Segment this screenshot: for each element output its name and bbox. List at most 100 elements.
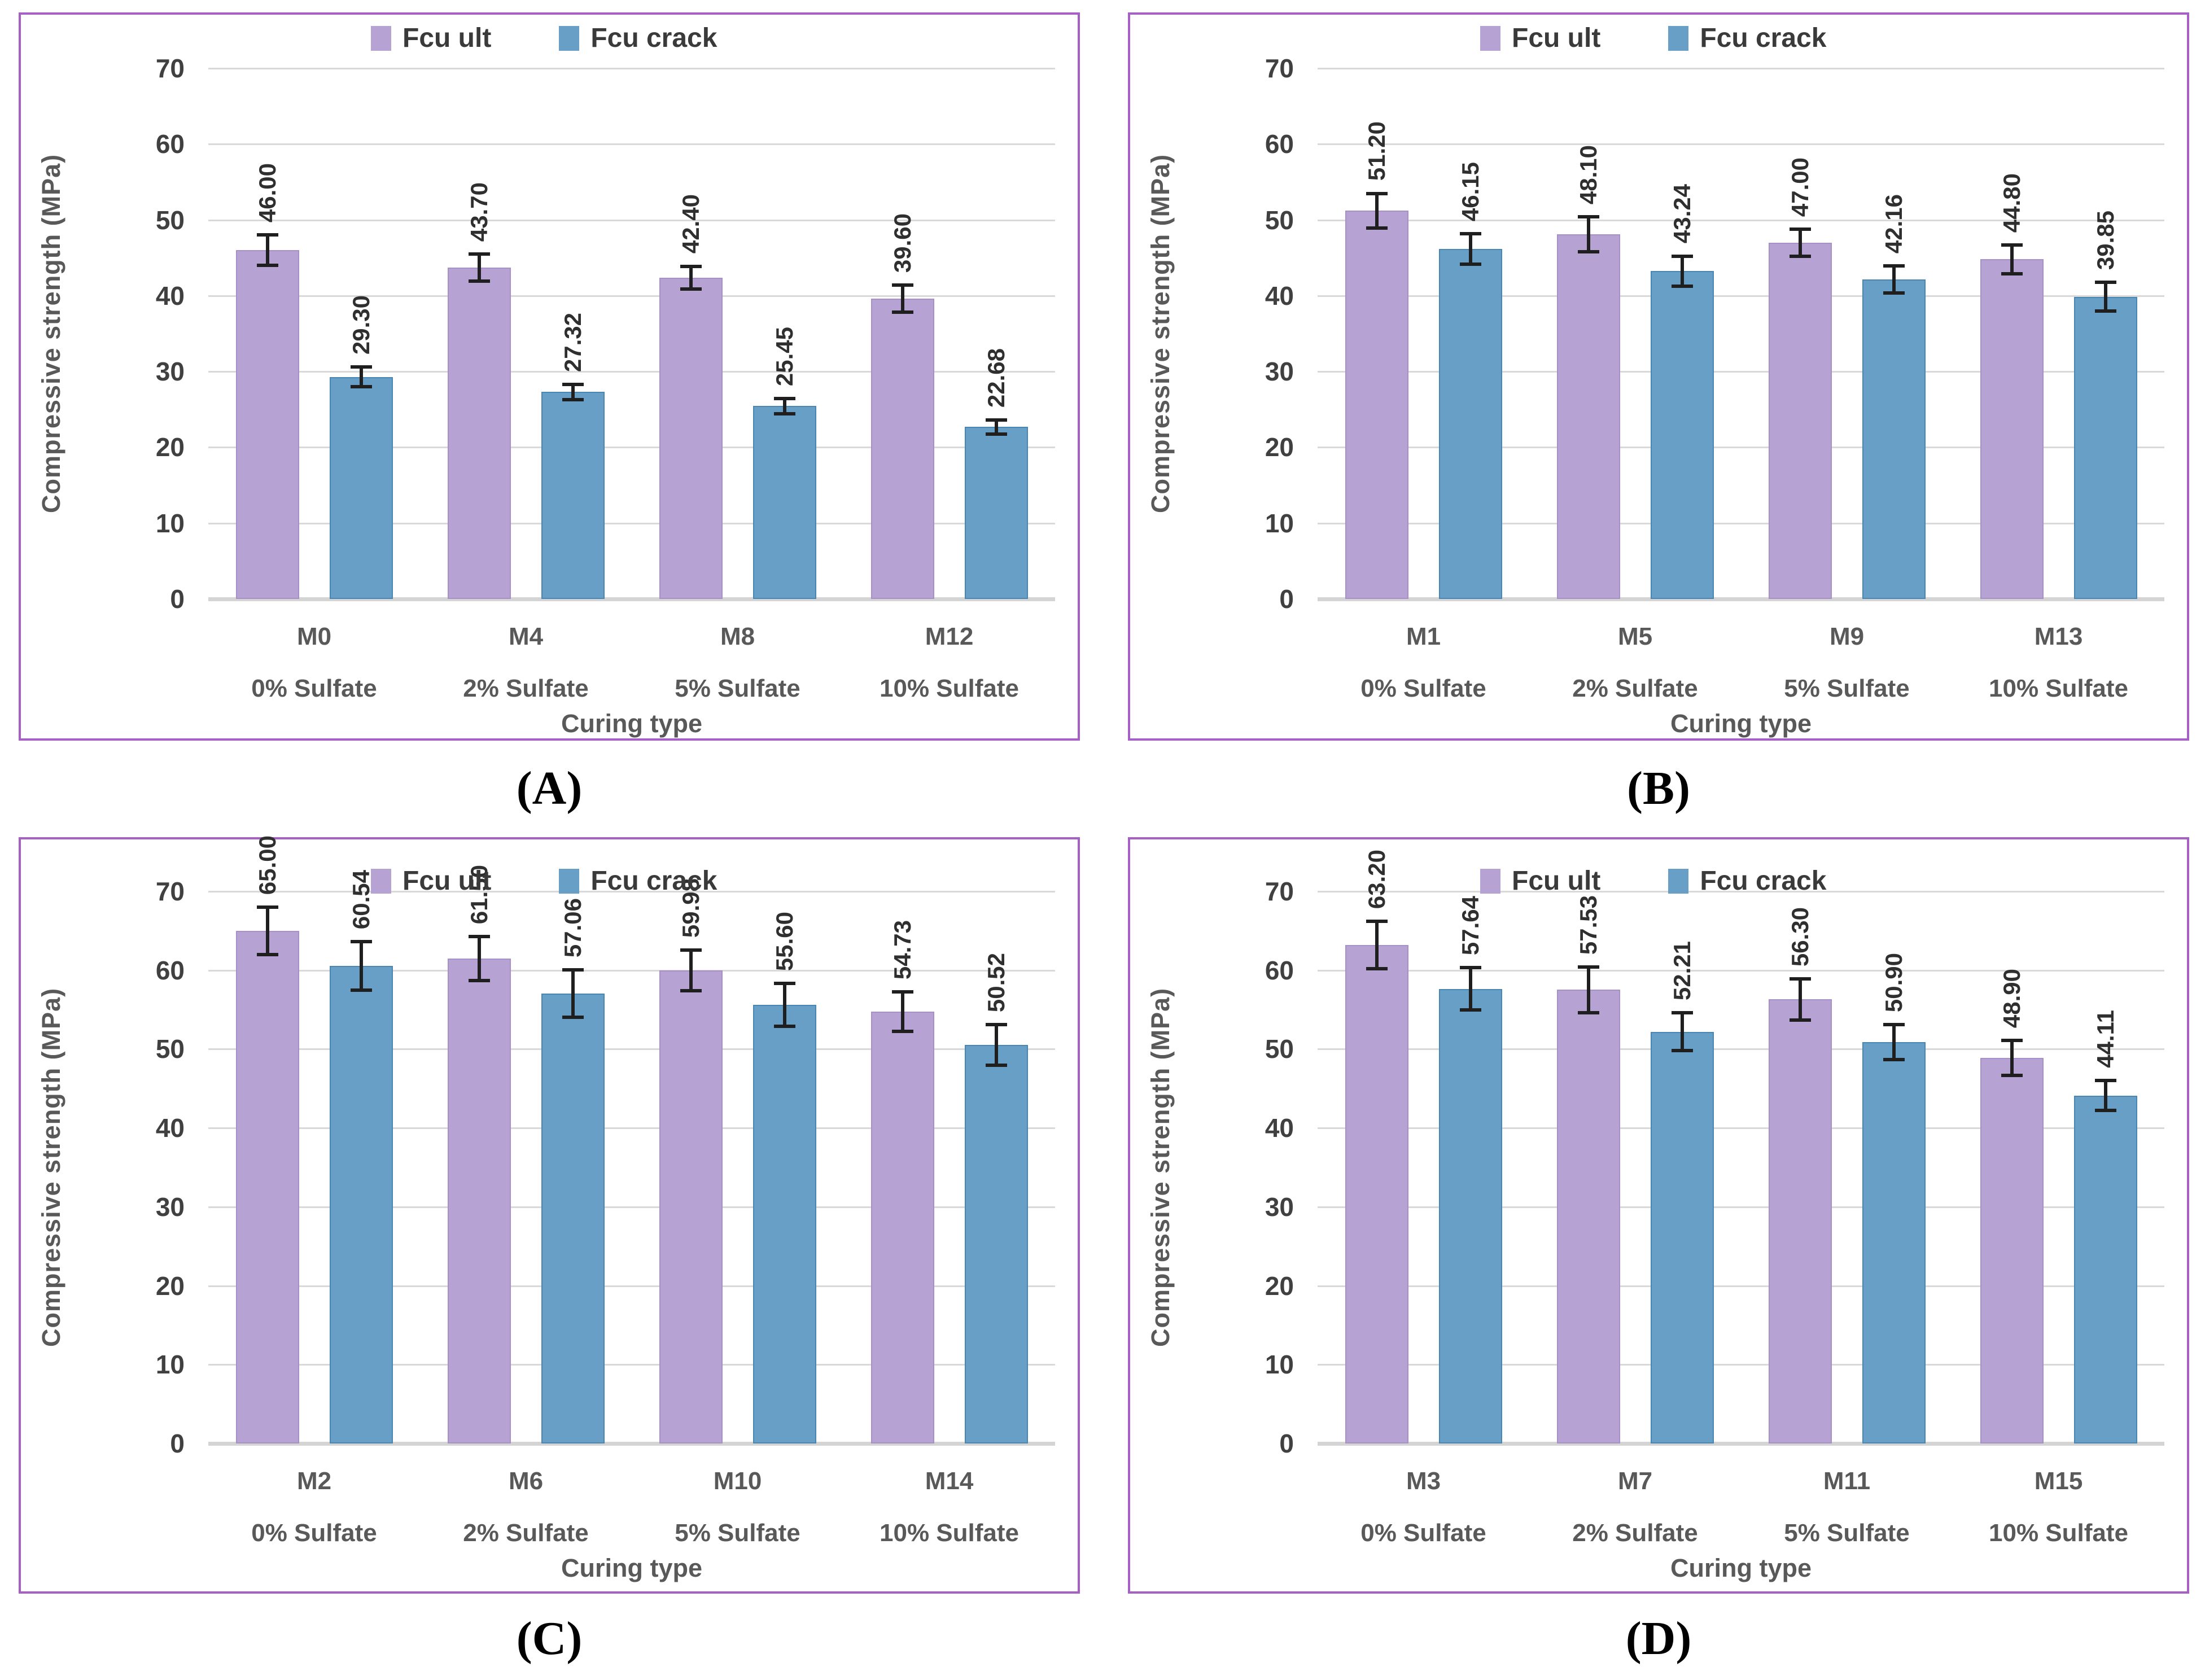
error-bar-stem [1468, 967, 1472, 1010]
bar-fill [329, 377, 393, 599]
y-tick-label: 20 [155, 1271, 185, 1301]
error-bar-cap-top [468, 252, 490, 256]
error-bar-stem [1375, 921, 1379, 969]
x-category-m10: M10 5% Sulfate [632, 1467, 843, 1547]
error-bar-cap-bottom [256, 264, 278, 268]
y-tick-label: 70 [155, 877, 185, 906]
y-tick-label: 70 [1265, 877, 1294, 906]
bar-fcu-ult: 61.50 [447, 865, 511, 1443]
legend-label: Fcu ult [403, 866, 492, 896]
error-bar-cap-top [2094, 281, 2116, 285]
bar-fcu-ult: 42.40 [659, 194, 723, 599]
bar-groups: 65.00 60.54 61.50 57.06 59.98 55.60 54.73 50.52 [208, 835, 1055, 1443]
y-tick-label: 30 [1265, 357, 1294, 387]
legend: Fcu ult Fcu crack [371, 23, 717, 54]
gridline [1318, 447, 2164, 449]
sulfate-label: 2% Sulfate [463, 1519, 589, 1547]
error-bar-stem [994, 420, 998, 434]
sulfate-label: 2% Sulfate [1572, 675, 1698, 702]
sulfate-label: 10% Sulfate [1989, 1519, 2128, 1547]
bar-fill [1862, 1042, 1926, 1443]
y-tick-label: 50 [1265, 1034, 1294, 1064]
bar-fcu-crack: 39.85 [2073, 211, 2137, 599]
bar-group-m10: 59.98 55.60 [632, 878, 843, 1443]
bar-value-label: 43.70 [465, 182, 492, 242]
x-axis-line [1318, 597, 2164, 601]
bar-groups: 51.20 46.15 48.10 43.24 47.00 42.16 44.80 39.85 [1318, 68, 2164, 599]
y-tick-label: 10 [1265, 508, 1294, 538]
gridline [208, 1206, 1055, 1208]
bar-fill [1345, 945, 1408, 1443]
sulfate-label: 2% Sulfate [463, 675, 589, 702]
error-bar-cap-bottom [1671, 285, 1693, 288]
error-bar-cap-top [985, 418, 1007, 422]
bar-group-m6: 61.50 57.06 [420, 865, 632, 1443]
bar-value-label: 29.30 [347, 295, 374, 355]
bar-value-label: 50.52 [982, 952, 1009, 1012]
legend-swatch-fcu-ult-icon [371, 25, 391, 51]
legend-label: Fcu ult [1512, 23, 1601, 53]
bar-value-label: 60.54 [347, 869, 374, 929]
x-axis-title: Curing type [1670, 709, 1812, 738]
error-bar-cap-bottom [891, 1030, 913, 1034]
bar-value-label: 39.85 [2092, 211, 2119, 270]
bar-fill [541, 993, 605, 1443]
mix-label: M6 [508, 1467, 544, 1495]
legend-label: Fcu crack [590, 23, 718, 53]
bar-fcu-ult: 39.60 [870, 213, 934, 599]
bar-fill [753, 1005, 816, 1443]
error-bar-cap-bottom [1459, 1008, 1481, 1012]
bar-fill [1556, 234, 1620, 599]
gridline [1318, 143, 2164, 146]
gridline [1318, 1285, 2164, 1287]
y-tick-label: 10 [155, 1350, 185, 1380]
bar-value-label: 44.11 [2092, 1010, 2119, 1069]
bar-fcu-crack: 50.90 [1862, 953, 1926, 1443]
sulfate-label: 2% Sulfate [1572, 1519, 1698, 1547]
legend-item-fcu-crack: Fcu crack [1668, 865, 1826, 896]
mix-label: M9 [1829, 623, 1865, 650]
bar-group-m9: 47.00 42.16 [1741, 68, 1953, 599]
legend-item-fcu-crack: Fcu crack [559, 865, 717, 896]
x-axis-line [208, 597, 1055, 601]
error-bar-cap-top [350, 939, 372, 943]
gridline [208, 219, 1055, 221]
sulfate-label: 5% Sulfate [1784, 1519, 1910, 1547]
error-bar-stem [782, 398, 786, 414]
x-category-m11: M11 5% Sulfate [1741, 1467, 1953, 1547]
error-bar-cap-top [1366, 920, 1388, 924]
bar-fcu-crack: 52.21 [1650, 941, 1714, 1443]
error-bar-stem [359, 367, 363, 387]
bar-fill [753, 406, 816, 599]
bar-value-label: 44.80 [1998, 173, 2025, 233]
sulfate-label: 5% Sulfate [675, 1519, 800, 1547]
mix-label: M10 [713, 1467, 762, 1495]
mix-label: M8 [720, 623, 755, 650]
x-category-m0: M0 0% Sulfate [208, 623, 420, 703]
legend-item-fcu-crack: Fcu crack [559, 23, 717, 54]
panel-c-letter: (C) [516, 1612, 583, 1665]
sulfate-label: 5% Sulfate [675, 675, 800, 702]
bar-fill [1980, 1057, 2044, 1443]
bar-groups: 46.00 29.30 43.70 27.32 42.40 25.45 39.60 22.68 [208, 68, 1055, 599]
error-bar-cap-bottom [2001, 1073, 2023, 1077]
y-tick-label: 60 [155, 955, 185, 985]
x-category-labels: M0 0% Sulfate M4 2% Sulfate M8 5% Sulfate M12 1… [208, 623, 1055, 703]
mix-label: M4 [508, 623, 544, 650]
x-category-m8: M8 5% Sulfate [632, 623, 843, 703]
bar-group-m3: 63.20 57.64 [1318, 850, 1529, 1443]
y-tick-label: 60 [1265, 129, 1294, 159]
error-bar-cap-top [256, 905, 278, 909]
legend-item-fcu-ult: Fcu ult [371, 23, 491, 54]
x-category-m9: M9 5% Sulfate [1741, 623, 1953, 703]
mix-label: M3 [1406, 1467, 1441, 1495]
error-bar-cap-bottom [562, 1015, 584, 1019]
legend-swatch-fcu-ult-icon [371, 868, 391, 894]
error-bar-stem [900, 285, 904, 313]
bar-value-label: 48.10 [1574, 145, 1602, 205]
bar-fcu-ult: 63.20 [1345, 850, 1408, 1443]
error-bar-stem [1798, 229, 1802, 257]
error-bar-cap-bottom [1577, 250, 1599, 253]
bar-groups: 63.20 57.64 57.53 52.21 56.30 50.90 48.90 44.11 [1318, 850, 2164, 1443]
bar-fill [2073, 1095, 2137, 1443]
